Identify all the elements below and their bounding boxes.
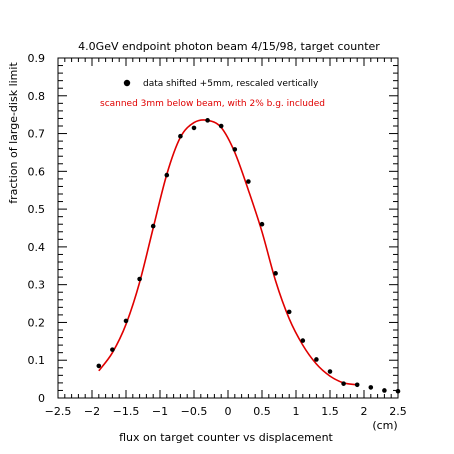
data-point bbox=[96, 363, 102, 369]
x-tick-label: 1.5 bbox=[321, 405, 339, 418]
x-tick-label: 0 bbox=[225, 405, 232, 418]
data-point bbox=[232, 147, 238, 152]
y-tick-label: 0.8 bbox=[28, 90, 46, 103]
y-tick-label: 0.5 bbox=[28, 203, 46, 216]
data-point bbox=[150, 223, 156, 229]
data-point bbox=[273, 271, 278, 276]
data-point bbox=[314, 357, 319, 362]
data-point bbox=[354, 382, 360, 388]
x-tick-label: 1 bbox=[293, 405, 300, 418]
data-point bbox=[368, 385, 374, 390]
x-axis-label: flux on target counter vs displacement bbox=[119, 431, 333, 444]
data-point bbox=[191, 125, 197, 131]
data-point bbox=[327, 369, 333, 374]
data-point bbox=[137, 276, 142, 282]
legend-marker-data bbox=[123, 79, 131, 87]
data-point bbox=[300, 338, 306, 343]
x-tick-label: 2 bbox=[361, 405, 368, 418]
y-tick-label: 0.3 bbox=[28, 279, 46, 292]
x-axis-unit: (cm) bbox=[372, 419, 397, 432]
plot-frame bbox=[57, 57, 399, 399]
y-tick-label: 0.6 bbox=[28, 165, 46, 178]
y-tick-label: 0.7 bbox=[28, 128, 46, 141]
y-axis-label: fraction of large-disk limit bbox=[7, 62, 20, 204]
x-tick-label: −1 bbox=[152, 405, 168, 418]
y-tick-label: 0.9 bbox=[28, 52, 46, 65]
data-point bbox=[382, 388, 387, 393]
legend: data shifted +5mm, rescaled vertically s… bbox=[100, 79, 325, 109]
legend-label-scan: scanned 3mm below beam, with 2% b.g. inc… bbox=[100, 99, 325, 109]
data-point bbox=[218, 123, 224, 129]
axis-ticks: −2.5 −2 −1.5 −1 −0.5 0 0.5 1 1.5 2 2.5 0 0.1 0.2 0.3 0.… bbox=[28, 52, 407, 418]
x-tick-label: −2 bbox=[84, 405, 100, 418]
data-point bbox=[246, 179, 251, 184]
x-tick-label: −2.5 bbox=[45, 405, 72, 418]
data-point bbox=[164, 172, 170, 178]
x-tick-label: 0.5 bbox=[253, 405, 271, 418]
data-point bbox=[259, 221, 265, 227]
data-point bbox=[205, 118, 210, 123]
x-tick-label: 2.5 bbox=[389, 405, 407, 418]
x-tick-label: −1.5 bbox=[113, 405, 140, 418]
y-tick-label: 0.4 bbox=[28, 241, 46, 254]
y-tick-label: 0.2 bbox=[28, 316, 46, 329]
plot-series bbox=[96, 118, 401, 394]
y-tick-label: 0.1 bbox=[28, 354, 46, 367]
chart-title: 4.0GeV endpoint photon beam 4/15/98, tar… bbox=[78, 40, 380, 53]
data-point bbox=[178, 133, 183, 139]
y-tick-label: 0 bbox=[38, 392, 45, 405]
legend-label-data: data shifted +5mm, rescaled vertically bbox=[143, 79, 319, 89]
data-point bbox=[286, 309, 292, 315]
data-point bbox=[123, 318, 129, 324]
data-point bbox=[341, 381, 346, 386]
data-point bbox=[110, 347, 115, 352]
x-tick-label: −0.5 bbox=[181, 405, 208, 418]
